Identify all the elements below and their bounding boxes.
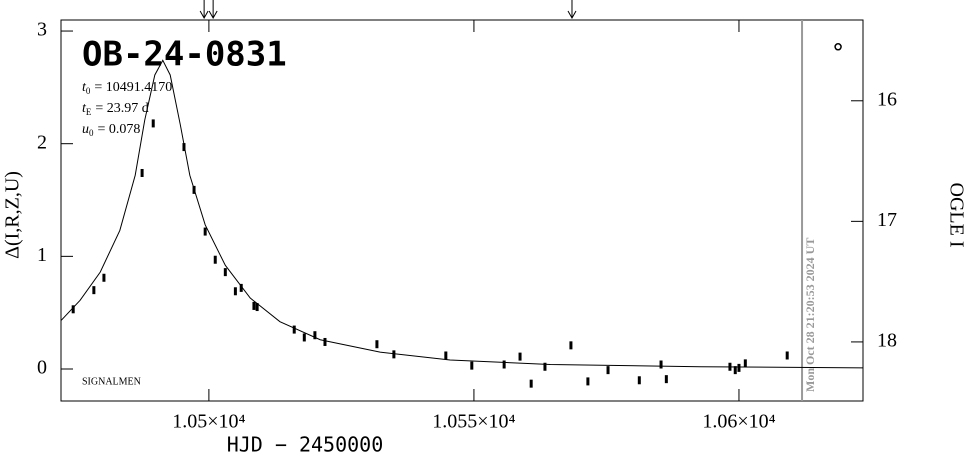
data-point	[606, 366, 610, 375]
data-point	[375, 340, 379, 349]
param: u0 = 0.078	[82, 122, 140, 138]
param: tE = 23.97 d	[82, 101, 149, 117]
data-point	[192, 185, 196, 194]
note: SIGNALMEN	[82, 376, 141, 387]
data-point	[470, 361, 474, 370]
param-symbol: u	[82, 122, 89, 137]
data-point	[743, 359, 747, 368]
param-text: = 10491.4170	[94, 80, 172, 95]
data-point	[737, 363, 741, 372]
data-point	[151, 119, 155, 128]
param-sub: E	[86, 107, 92, 117]
data-point	[637, 376, 641, 385]
data-point	[518, 352, 522, 361]
y2-tick-label: 17	[877, 209, 897, 231]
data-point	[223, 268, 227, 277]
data-point	[543, 362, 547, 371]
x-tick-label: 1.05×10⁴	[172, 411, 245, 433]
data-point	[292, 325, 296, 334]
data-point	[182, 143, 186, 152]
data-point	[529, 379, 533, 388]
now-label: Mon Oct 28 21:20:53 2024 UT	[803, 238, 817, 392]
data-point	[323, 337, 327, 346]
param-symbol: t	[82, 101, 87, 116]
data-point	[733, 366, 737, 375]
data-point	[569, 341, 573, 350]
data-point	[659, 360, 663, 369]
data-point	[444, 351, 448, 360]
param-text: = 0.078	[98, 122, 141, 137]
x-tick-label: 1.06×10⁴	[702, 411, 775, 433]
data-point	[252, 301, 256, 310]
param-sub: 0	[86, 86, 91, 96]
data-point	[785, 351, 789, 360]
data-point	[140, 168, 144, 177]
marker-arrow	[199, 0, 209, 20]
y2-tick-label: 18	[877, 330, 897, 352]
y2-tick-label: 16	[877, 88, 897, 110]
open-point	[834, 43, 842, 51]
plot-frame	[60, 19, 864, 402]
data-point	[586, 377, 590, 386]
data-point	[392, 350, 396, 359]
data-point	[255, 303, 259, 312]
marker-arrow	[208, 0, 218, 20]
y2-axis-label: OGLE I	[945, 183, 965, 248]
data-point	[313, 331, 317, 340]
marker-arrow	[567, 0, 577, 20]
data-point	[728, 362, 732, 371]
x-axis-label: HJD − 2450000	[227, 433, 384, 457]
data-point	[502, 360, 506, 369]
data-point	[203, 227, 207, 236]
data-point	[239, 283, 243, 292]
data-point	[664, 375, 668, 384]
data-point	[213, 255, 217, 264]
param-sub: 0	[89, 128, 94, 138]
data-point	[233, 287, 237, 296]
data-point	[92, 286, 96, 295]
param-text: = 23.97 d	[95, 101, 148, 116]
y-tick-label: 2	[37, 131, 47, 153]
x-tick-label: 1.055×10⁴	[432, 411, 515, 433]
y-tick-label: 0	[37, 357, 47, 379]
param-symbol: t	[82, 80, 87, 95]
data-point	[302, 333, 306, 342]
data-point	[71, 305, 75, 314]
y-tick-label: 1	[37, 244, 47, 266]
model-curve	[60, 59, 864, 369]
y-tick-label: 3	[37, 19, 47, 41]
y-axis-label: Δ(I,R,Z,U)	[2, 171, 24, 259]
chart-title: OB-24-0831	[82, 35, 287, 75]
param: t0 = 10491.4170	[82, 80, 172, 96]
data-point	[102, 273, 106, 282]
